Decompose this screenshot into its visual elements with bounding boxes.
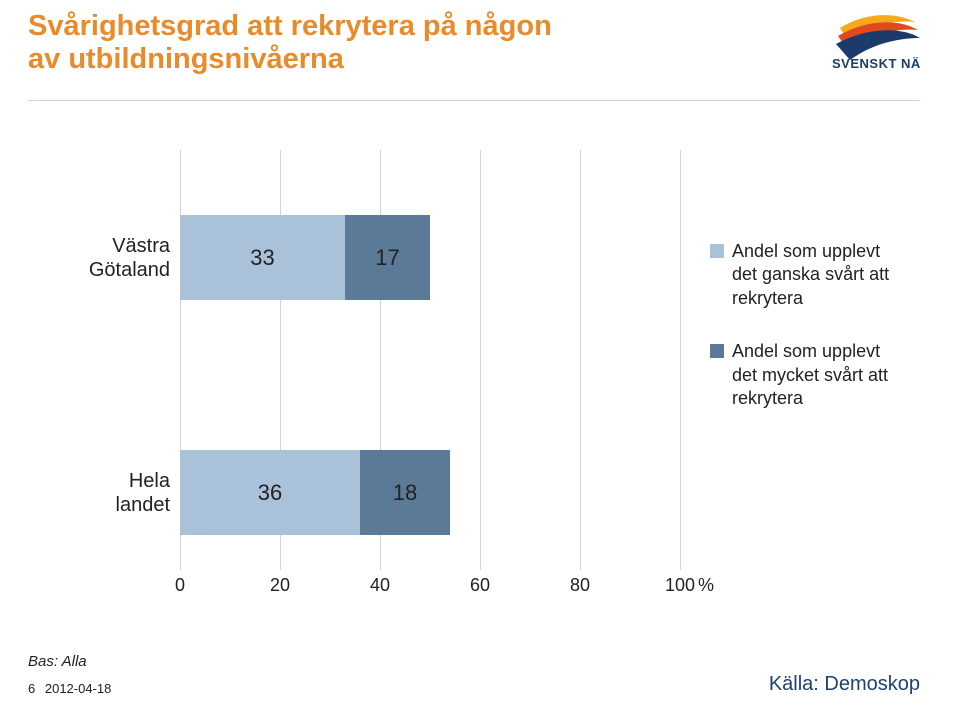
bar-segment: 17 [345,215,430,300]
chart-plot: 020406080100%Västra Götaland3317Hela lan… [180,150,680,570]
x-axis-tick: 40 [370,575,390,596]
title-line-1: Svårighetsgrad att rekrytera på någon [28,10,628,43]
x-axis-tick: 100 [665,575,695,596]
footer-date: 2012-04-18 [45,681,112,696]
legend-item: Andel som upplevt det ganska svårt att r… [710,240,889,310]
x-axis-tick: 60 [470,575,490,596]
chart-row: Västra Götaland3317 [180,215,680,300]
chart-legend: Andel som upplevt det ganska svårt att r… [710,240,889,440]
title-divider [28,100,920,101]
bar-segment: 36 [180,450,360,535]
gridline [680,150,681,570]
x-axis-tick: 20 [270,575,290,596]
legend-text: Andel som upplevt det ganska svårt att r… [732,240,889,310]
x-axis-suffix: % [698,575,714,596]
chart-row: Hela landet3618 [180,450,680,535]
footer-source: Källa: Demoskop [769,673,920,696]
footer-bas: Bas: Alla [28,653,87,670]
brand-text: SVENSKT NÄRINGSLIV [832,56,920,71]
legend-swatch [710,344,724,358]
x-axis-tick: 0 [175,575,185,596]
page-number: 6 [28,681,35,696]
title-line-2: av utbildningsnivåerna [28,43,628,76]
legend-swatch [710,244,724,258]
x-axis-tick: 80 [570,575,590,596]
category-label: Västra Götaland [89,234,180,282]
bar-value-label: 17 [375,245,399,271]
category-label: Hela landet [116,469,180,517]
legend-text: Andel som upplevt det mycket svårt att r… [732,340,888,410]
slide-title: Svårighetsgrad att rekrytera på någon av… [28,10,628,77]
legend-item: Andel som upplevt det mycket svårt att r… [710,340,889,410]
logo-swoosh-icon [836,15,920,60]
bar-value-label: 33 [250,245,274,271]
bar-value-label: 36 [258,480,282,506]
footer-page-date: 6 2012-04-18 [28,681,111,696]
bar-segment: 33 [180,215,345,300]
bar-segment: 18 [360,450,450,535]
chart: 0 20 40 60 80 100% Västra Götaland 33 17 Hela lan… [40,150,900,610]
brand-logo: SVENSKT NÄRINGSLIV [720,10,920,80]
bar-value-label: 18 [393,480,417,506]
